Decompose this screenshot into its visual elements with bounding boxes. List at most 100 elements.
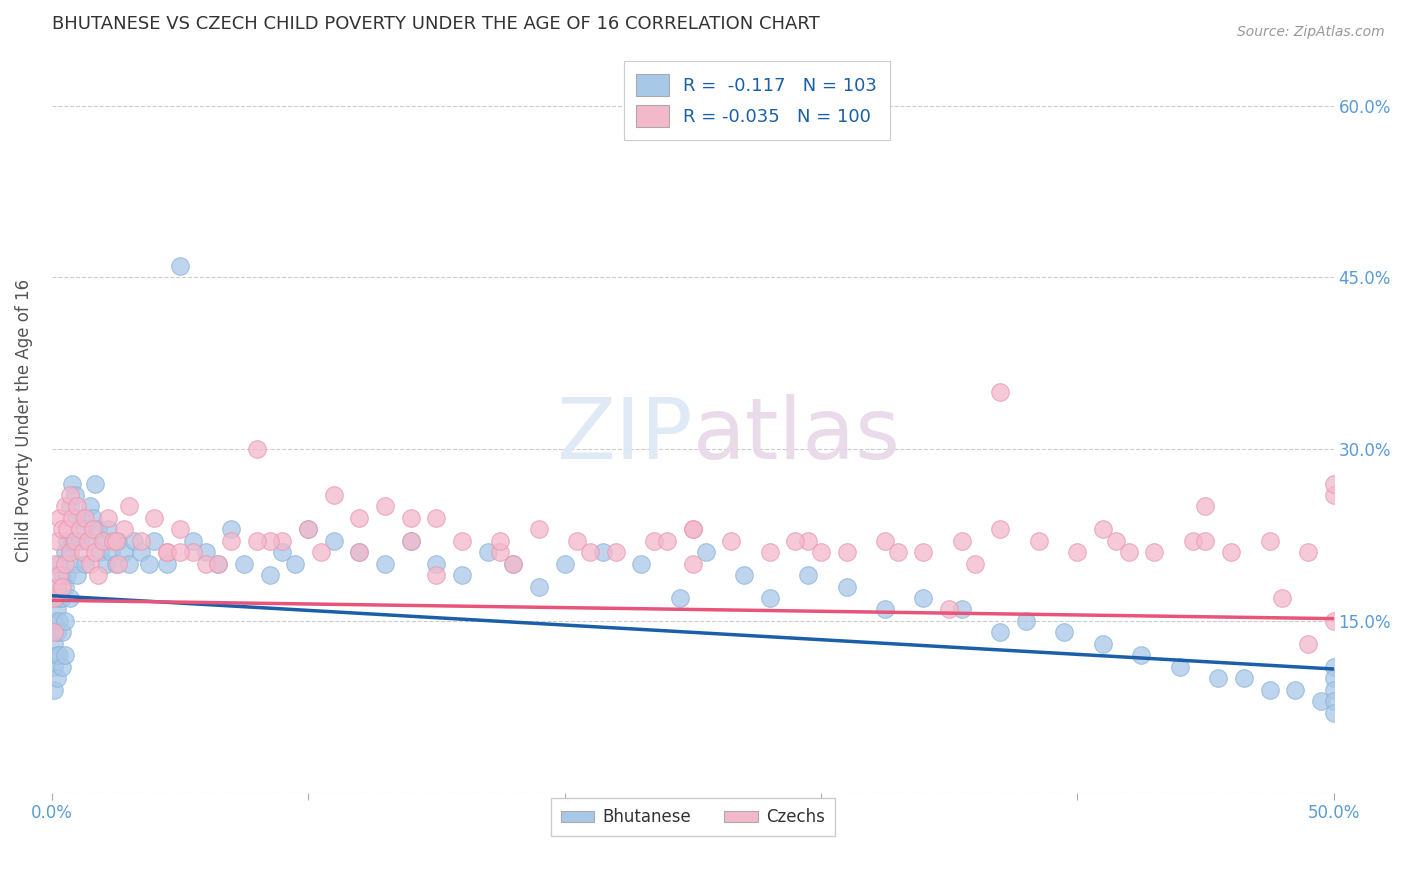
Point	[489, 533, 512, 548]
Point	[489, 545, 512, 559]
Point	[45, 580, 67, 594]
Point	[502, 557, 524, 571]
Point	[53, 648, 76, 663]
Point	[82, 522, 104, 536]
Point	[45, 671, 67, 685]
Point	[1181, 533, 1204, 548]
Point	[82, 511, 104, 525]
Text: atlas: atlas	[693, 394, 901, 477]
Point	[138, 557, 160, 571]
Point	[873, 602, 896, 616]
Point	[1168, 659, 1191, 673]
Point	[51, 591, 73, 605]
Point	[1233, 671, 1256, 685]
Point	[103, 533, 125, 548]
Point	[1323, 488, 1346, 502]
Point	[1258, 682, 1281, 697]
Point	[271, 545, 294, 559]
Text: BHUTANESE VS CZECH CHILD POVERTY UNDER THE AGE OF 16 CORRELATION CHART: BHUTANESE VS CZECH CHILD POVERTY UNDER T…	[52, 15, 820, 33]
Point	[104, 533, 127, 548]
Point	[1296, 545, 1319, 559]
Point	[758, 591, 780, 605]
Point	[1323, 476, 1346, 491]
Point	[156, 557, 179, 571]
Point	[502, 557, 524, 571]
Point	[51, 659, 73, 673]
Point	[194, 557, 217, 571]
Point	[349, 545, 371, 559]
Point	[682, 522, 704, 536]
Point	[527, 580, 550, 594]
Point	[112, 522, 135, 536]
Point	[1118, 545, 1140, 559]
Point	[75, 511, 97, 525]
Point	[72, 511, 94, 525]
Point	[297, 522, 319, 536]
Point	[1015, 614, 1038, 628]
Point	[131, 533, 153, 548]
Point	[1194, 533, 1216, 548]
Point	[107, 533, 129, 548]
Point	[477, 545, 499, 559]
Point	[53, 614, 76, 628]
Point	[643, 533, 665, 548]
Point	[374, 500, 396, 514]
Point	[246, 533, 269, 548]
Point	[271, 533, 294, 548]
Point	[912, 591, 935, 605]
Point	[963, 557, 986, 571]
Point	[1143, 545, 1166, 559]
Point	[44, 637, 66, 651]
Point	[309, 545, 332, 559]
Point	[219, 533, 242, 548]
Point	[72, 545, 94, 559]
Point	[785, 533, 807, 548]
Point	[1194, 500, 1216, 514]
Point	[1296, 637, 1319, 651]
Point	[425, 568, 447, 582]
Point	[91, 533, 114, 548]
Point	[950, 602, 973, 616]
Point	[720, 533, 742, 548]
Point	[988, 522, 1011, 536]
Point	[107, 557, 129, 571]
Point	[44, 614, 66, 628]
Point	[259, 568, 281, 582]
Point	[451, 568, 474, 582]
Point	[131, 545, 153, 559]
Point	[887, 545, 910, 559]
Point	[51, 625, 73, 640]
Point	[695, 545, 717, 559]
Point	[79, 500, 101, 514]
Point	[91, 533, 114, 548]
Point	[45, 625, 67, 640]
Point	[48, 591, 70, 605]
Point	[45, 602, 67, 616]
Point	[207, 557, 229, 571]
Point	[425, 511, 447, 525]
Point	[835, 580, 858, 594]
Y-axis label: Child Poverty Under the Age of 16: Child Poverty Under the Age of 16	[15, 279, 32, 562]
Point	[156, 545, 179, 559]
Point	[592, 545, 614, 559]
Point	[630, 557, 652, 571]
Point	[51, 580, 73, 594]
Point	[143, 511, 166, 525]
Point	[219, 522, 242, 536]
Point	[374, 557, 396, 571]
Point	[97, 522, 120, 536]
Point	[84, 476, 107, 491]
Point	[45, 580, 67, 594]
Point	[1091, 637, 1114, 651]
Point	[66, 500, 89, 514]
Point	[194, 545, 217, 559]
Point	[45, 648, 67, 663]
Point	[1028, 533, 1050, 548]
Point	[76, 533, 98, 548]
Point	[63, 557, 86, 571]
Point	[1105, 533, 1128, 548]
Point	[682, 522, 704, 536]
Point	[56, 522, 79, 536]
Point	[97, 511, 120, 525]
Point	[682, 557, 704, 571]
